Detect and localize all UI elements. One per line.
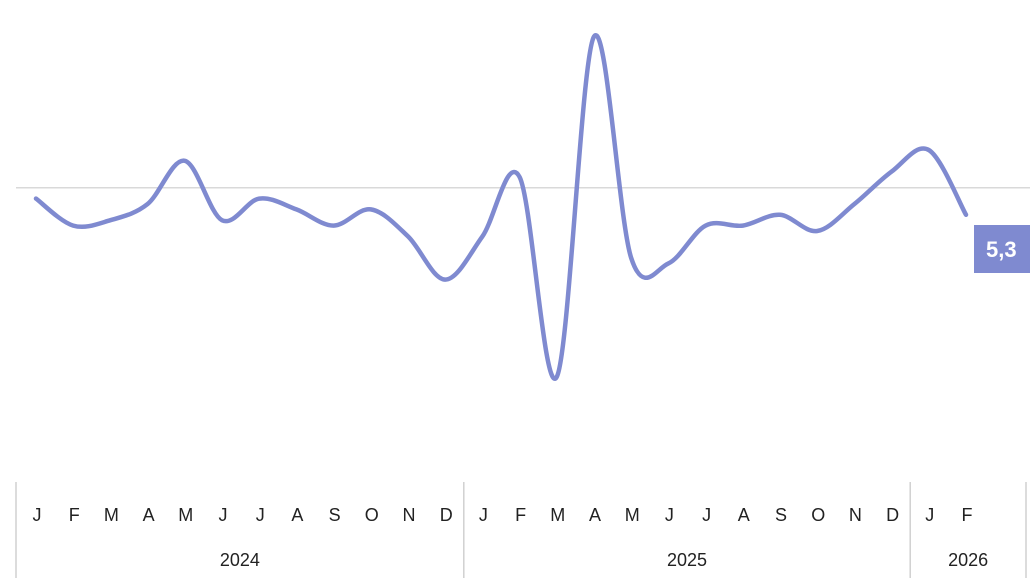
month-tick-label: A — [738, 505, 750, 525]
data-point-2025-03 — [554, 374, 560, 380]
month-tick-label: A — [291, 505, 303, 525]
month-tick-label: J — [665, 505, 674, 525]
data-point-2024-11 — [405, 233, 411, 239]
data-point-2024-02 — [70, 223, 76, 229]
data-point-2025-10 — [814, 228, 820, 234]
data-point-2024-06 — [219, 217, 225, 223]
month-tick-label: J — [33, 505, 42, 525]
data-point-2025-09 — [777, 212, 783, 218]
month-tick-label: A — [143, 505, 155, 525]
points-layer — [33, 34, 969, 380]
data-point-2025-07 — [703, 223, 709, 229]
month-tick-label: M — [625, 505, 640, 525]
data-point-2024-12 — [442, 277, 448, 283]
month-tick-label: S — [775, 505, 787, 525]
month-tick-label: S — [329, 505, 341, 525]
month-tick-label: F — [515, 505, 526, 525]
x-axis: J F M A M J J A S O N D J F M A M J J A S O N D J F 2024 2025 2026 — [15, 482, 1027, 578]
data-point-2024-01 — [33, 196, 39, 202]
data-point-2025-01 — [479, 233, 485, 239]
data-point-2026-02 — [963, 212, 969, 218]
data-point-2025-04 — [591, 34, 597, 40]
last-value-label: 5,3 — [986, 237, 1017, 262]
data-point-2024-09 — [331, 223, 337, 229]
month-tick-label: J — [219, 505, 228, 525]
month-tick-label: M — [550, 505, 565, 525]
data-point-2026-01 — [926, 147, 932, 153]
month-tick-label: N — [403, 505, 416, 525]
last-value-badge — [974, 225, 1030, 273]
month-tick-label: D — [440, 505, 453, 525]
data-point-2025-08 — [740, 223, 746, 229]
month-tick-label: J — [256, 505, 265, 525]
year-tick-label: 2025 — [667, 550, 707, 570]
series-line — [33, 33, 969, 381]
month-tick-label: O — [365, 505, 379, 525]
month-tick-label: A — [589, 505, 601, 525]
data-point-2025-12 — [889, 169, 895, 175]
data-point-2024-03 — [107, 217, 113, 223]
data-point-2025-05 — [628, 255, 634, 261]
month-tick-label: F — [962, 505, 973, 525]
data-point-2025-02 — [517, 174, 523, 180]
year-tick-label: 2024 — [220, 550, 260, 570]
data-point-2025-11 — [851, 201, 857, 207]
data-point-2024-04 — [145, 201, 151, 207]
data-point-2024-10 — [368, 206, 374, 212]
data-point-2025-06 — [665, 260, 671, 266]
year-tick-label: 2026 — [948, 550, 988, 570]
data-point-2024-07 — [256, 196, 262, 202]
month-tick-label: J — [479, 505, 488, 525]
month-tick-label: N — [849, 505, 862, 525]
month-tick-label: J — [925, 505, 934, 525]
data-point-2024-05 — [182, 158, 188, 164]
month-tick-label: M — [178, 505, 193, 525]
month-tick-label: M — [104, 505, 119, 525]
month-tick-label: F — [69, 505, 80, 525]
data-point-2024-08 — [293, 206, 299, 212]
last-value-callout: 5,3 — [974, 225, 1030, 273]
month-tick-label: O — [811, 505, 825, 525]
month-tick-label: J — [702, 505, 711, 525]
month-tick-label: D — [886, 505, 899, 525]
